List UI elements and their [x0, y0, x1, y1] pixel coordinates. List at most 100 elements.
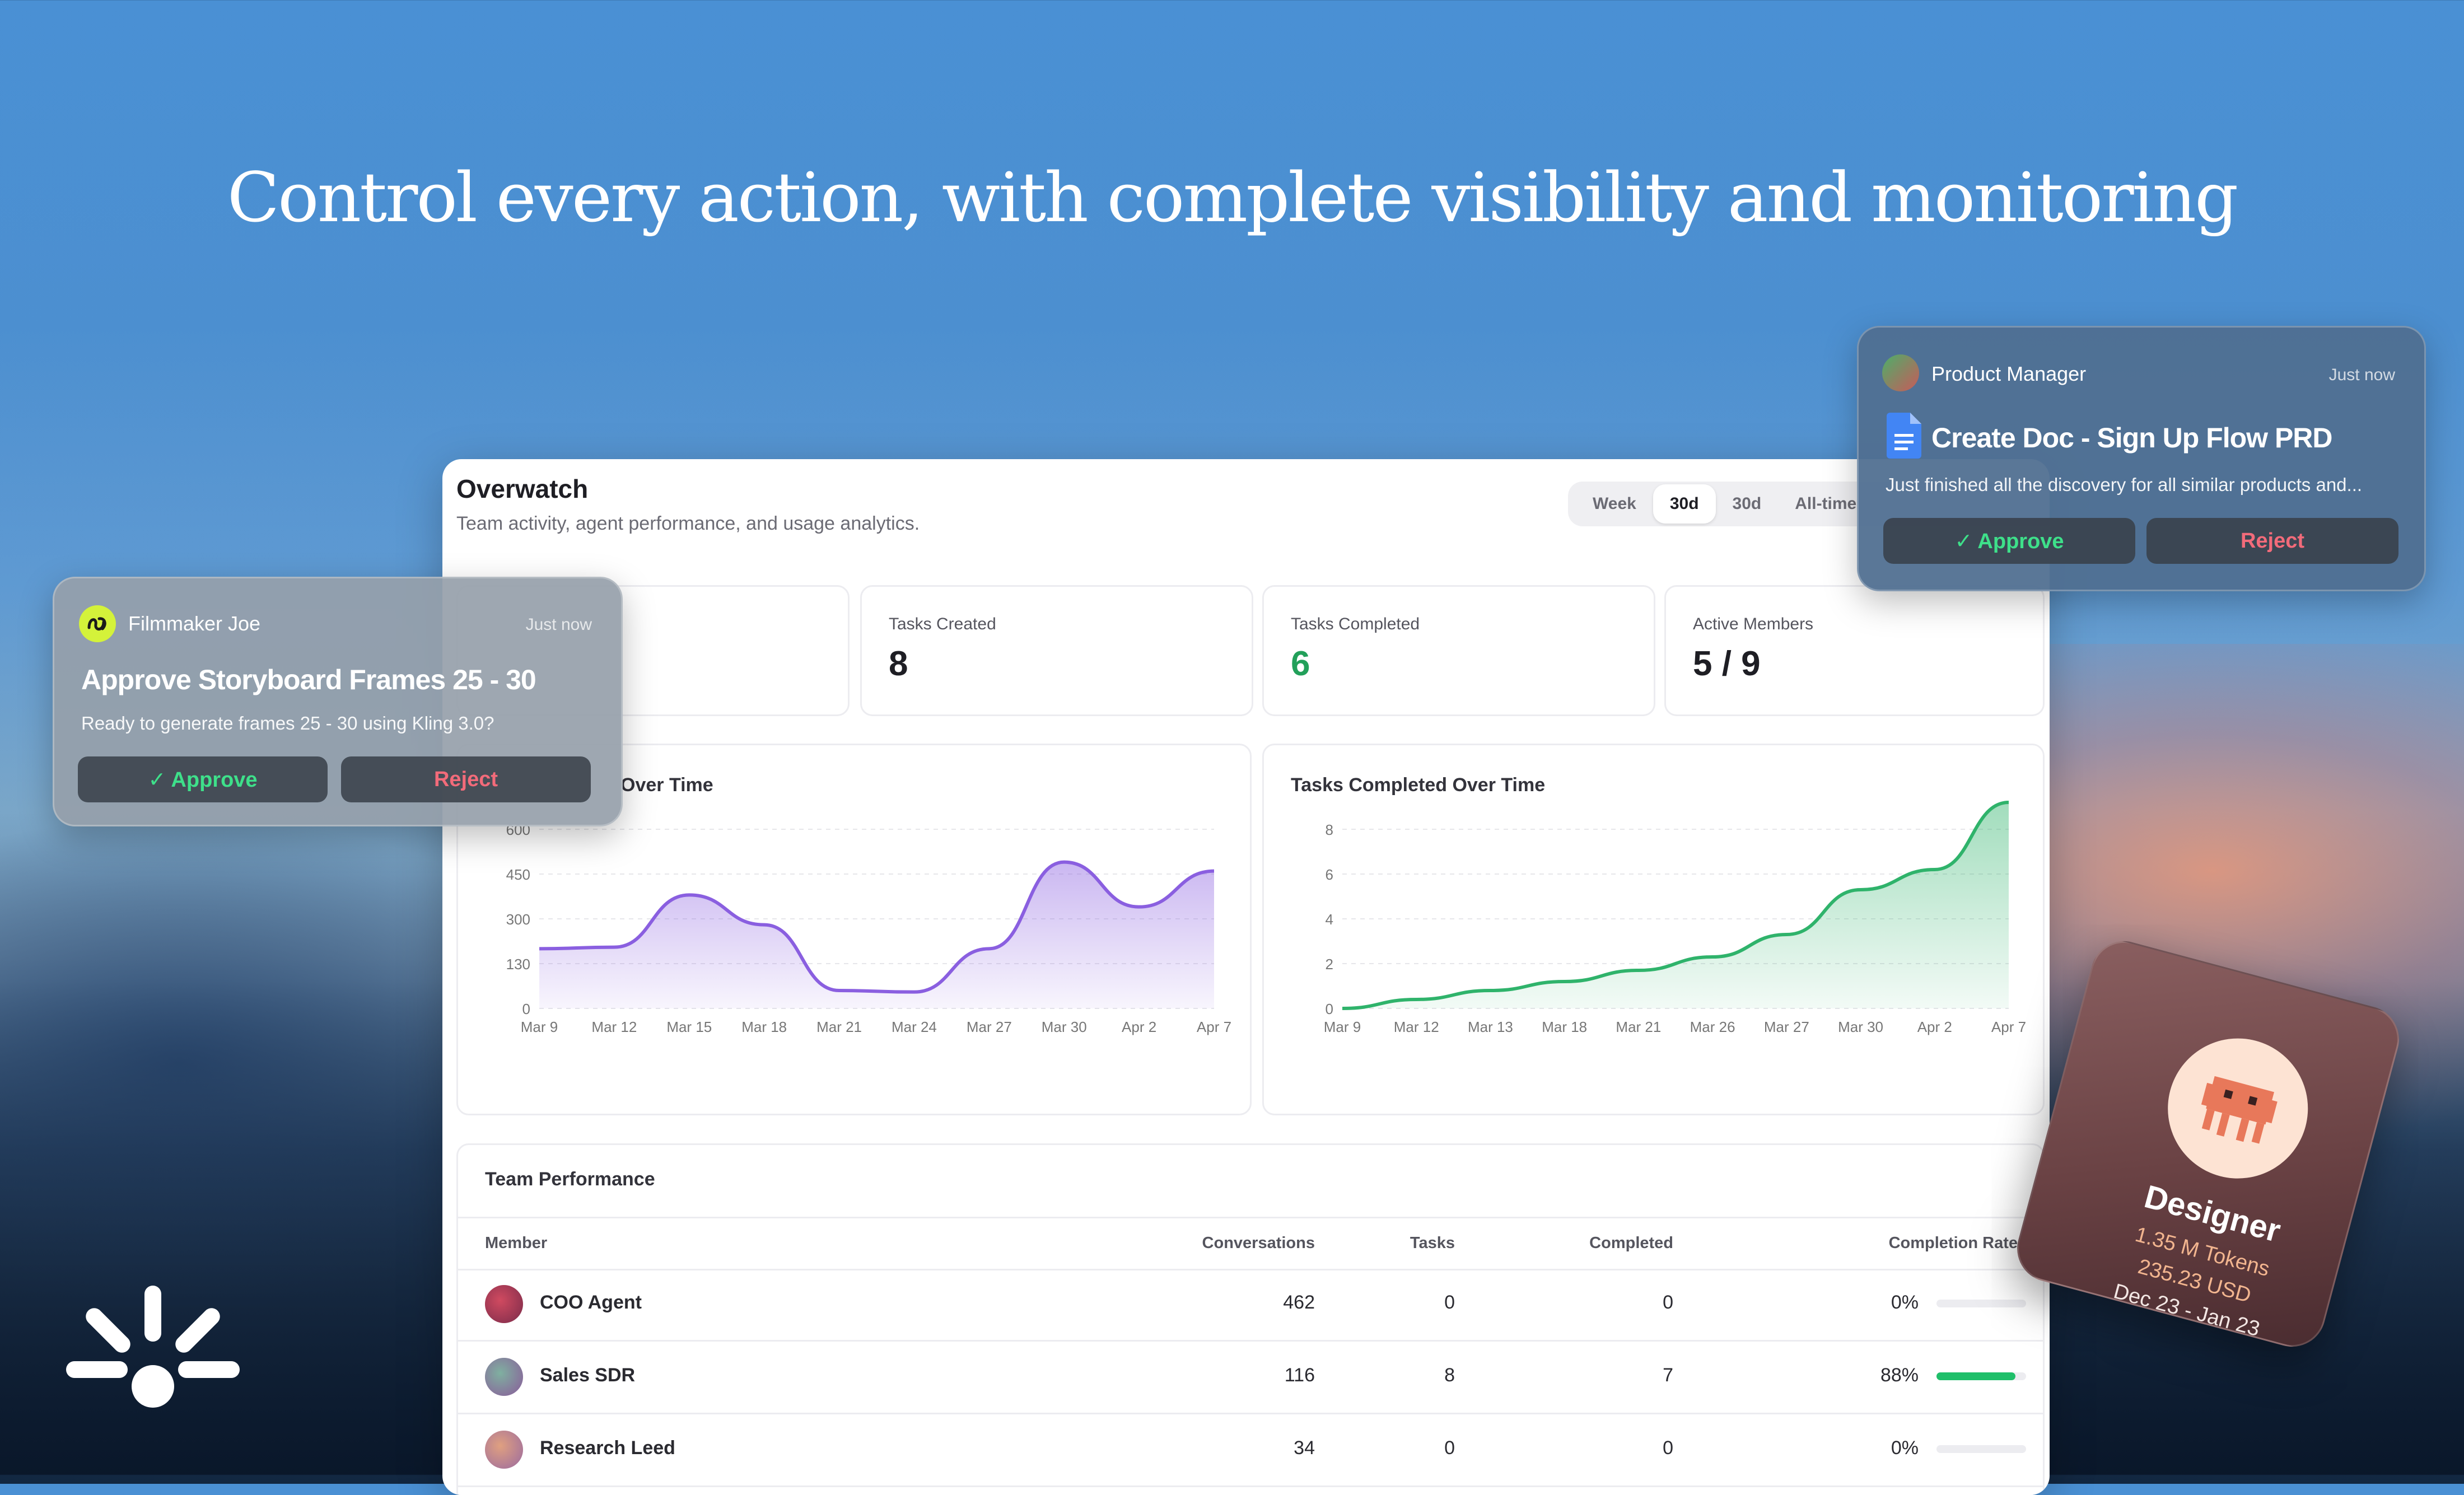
- notification-time: Just now: [2328, 366, 2395, 384]
- conversations-count: 116: [1284, 1365, 1315, 1386]
- series-line: [1342, 801, 2009, 1010]
- avatar: [485, 1285, 523, 1323]
- table-title: Team Performance: [485, 1169, 655, 1190]
- member-name: Sales SDR: [540, 1365, 636, 1386]
- y-tick-label: 450: [506, 866, 530, 883]
- tasks-count: 8: [1444, 1365, 1455, 1386]
- area-fill: [1342, 802, 2009, 1008]
- notification-sender: Filmmaker Joe: [128, 612, 261, 635]
- column-completion-rate[interactable]: Completion Rate: [1888, 1234, 2018, 1252]
- x-tick-label: Mar 26: [1690, 1019, 1735, 1035]
- x-tick-label: Apr 7: [1991, 1019, 2026, 1035]
- x-tick-label: Mar 21: [1616, 1019, 1661, 1035]
- x-tick-label: Mar 18: [1542, 1019, 1587, 1035]
- filmmaker-avatar-icon: [79, 605, 116, 642]
- stat-label: Tasks Created: [889, 615, 996, 633]
- designer-card[interactable]: Designer 1.35 M Tokens 235.23 USD Dec 23…: [2009, 933, 2407, 1354]
- tasks-count: 0: [1444, 1437, 1455, 1459]
- conversations-count: 462: [1283, 1292, 1315, 1313]
- notification-body: Ready to generate frames 25 - 30 using K…: [81, 713, 494, 734]
- completion-bar: [1936, 1445, 2026, 1453]
- stat-label: Active Members: [1693, 615, 1814, 633]
- notification-sender: Product Manager: [1931, 362, 2087, 385]
- completed-count: 7: [1663, 1365, 1673, 1386]
- y-tick-label: 2: [1326, 956, 1333, 973]
- y-tick-label: 4: [1326, 911, 1333, 928]
- approve-button[interactable]: ✓ Approve: [1883, 518, 2135, 564]
- x-tick-label: Apr 7: [1197, 1019, 1231, 1035]
- completion-rate: 88%: [1880, 1365, 1919, 1386]
- completed-count: 0: [1663, 1437, 1673, 1459]
- x-tick-label: Mar 9: [1324, 1019, 1361, 1035]
- x-tick-label: Mar 27: [1764, 1019, 1809, 1035]
- notification-title: Create Doc - Sign Up Flow PRD: [1931, 422, 2333, 454]
- x-tick-label: Mar 18: [741, 1019, 787, 1035]
- x-tick-label: Mar 24: [892, 1019, 937, 1035]
- x-tick-label: Mar 21: [816, 1019, 862, 1035]
- y-tick-label: 6: [1326, 866, 1333, 883]
- column-conversations[interactable]: Conversations: [1202, 1234, 1315, 1252]
- x-tick-label: Mar 30: [1042, 1019, 1087, 1035]
- google-doc-icon: [1887, 413, 1921, 459]
- completion-bar: [1936, 1300, 2026, 1307]
- reject-button[interactable]: Reject: [341, 756, 591, 802]
- tasks-count: 0: [1444, 1292, 1455, 1313]
- x-tick-label: Mar 13: [1468, 1019, 1513, 1035]
- brand-logo-icon: [66, 1286, 240, 1408]
- range-30d[interactable]: 30d: [1653, 484, 1716, 524]
- x-tick-label: Mar 27: [967, 1019, 1012, 1035]
- completed-count: 0: [1663, 1292, 1673, 1313]
- column-member[interactable]: Member: [485, 1234, 548, 1252]
- member-name: COO Agent: [540, 1292, 642, 1313]
- stat-card-active-members: Active Members 5 / 9: [1664, 585, 2045, 716]
- notification-product-manager: Product Manager Just now Create Doc - Si…: [1857, 326, 2426, 591]
- chart-title: Tasks Completed Over Time: [1291, 774, 1546, 796]
- table-row[interactable]: Sales SDR 116 8 7 88%: [458, 1340, 2043, 1414]
- chart-right-svg: 8 6 4 2 0 Mar 9 Mar 12 Mar 13 Mar 18 Mar 21 Mar 26…: [1324, 801, 2026, 1035]
- y-tick-label: 0: [1326, 1001, 1333, 1017]
- stat-value: 6: [1291, 644, 1310, 683]
- designer-avatar: [2152, 1022, 2324, 1194]
- stat-value: 8: [889, 644, 908, 683]
- conversations-count: 34: [1294, 1437, 1315, 1459]
- completion-bar-fill: [1936, 1372, 2015, 1380]
- x-tick-label: Mar 15: [666, 1019, 712, 1035]
- series-line: [539, 860, 1215, 994]
- overwatch-dashboard: Overwatch Team activity, agent performan…: [442, 459, 2050, 1495]
- notification-time: Just now: [525, 615, 592, 634]
- table-row[interactable]: COO Agent 462 0 0 0%: [458, 1267, 2043, 1342]
- x-tick-label: Apr 2: [1122, 1019, 1156, 1035]
- avatar: [485, 1431, 523, 1469]
- approve-button[interactable]: ✓ Approve: [78, 756, 328, 802]
- x-tick-label: Mar 12: [1394, 1019, 1439, 1035]
- page-subtitle: Team activity, agent performance, and us…: [456, 513, 920, 534]
- chart-panel-right: Tasks Completed Over Time 8 6 4 2 0 Mar 9 Mar …: [1262, 744, 2045, 1115]
- column-tasks[interactable]: Tasks: [1410, 1234, 1455, 1252]
- x-tick-label: Mar 12: [591, 1019, 637, 1035]
- x-tick-label: Apr 2: [1917, 1019, 1952, 1035]
- notification-title: Approve Storyboard Frames 25 - 30: [81, 664, 536, 695]
- range-30d-alt[interactable]: 30d: [1732, 494, 1762, 513]
- avatar: [485, 1358, 523, 1396]
- notification-filmmaker: Filmmaker Joe Just now Approve Storyboar…: [53, 577, 623, 826]
- chart-title: Over Time: [620, 774, 713, 796]
- y-tick-label: 8: [1326, 821, 1333, 838]
- reject-button[interactable]: Reject: [2146, 518, 2398, 564]
- column-completed[interactable]: Completed: [1589, 1234, 1673, 1252]
- completion-rate: 0%: [1891, 1292, 1919, 1313]
- range-week[interactable]: Week: [1593, 494, 1636, 513]
- stat-card-tasks-completed: Tasks Completed 6: [1262, 585, 1655, 716]
- y-tick-label: 130: [506, 956, 530, 973]
- stat-card-tasks-created: Tasks Created 8: [860, 585, 1253, 716]
- range-all-time[interactable]: All-time: [1795, 494, 1857, 513]
- stat-value: 5 / 9: [1693, 644, 1761, 683]
- x-tick-label: Mar 30: [1838, 1019, 1883, 1035]
- crab-icon: [2201, 1076, 2278, 1144]
- member-name: Research Leed: [540, 1437, 675, 1459]
- team-performance-table: Team Performance Member Conversations Ta…: [456, 1143, 2045, 1495]
- page-title: Overwatch: [456, 474, 589, 503]
- headline: Control every action, with complete visi…: [227, 158, 2238, 237]
- stat-label: Tasks Completed: [1291, 615, 1420, 633]
- notification-body: Just finished all the discovery for all …: [1886, 474, 2363, 495]
- table-row[interactable]: Research Leed 34 0 0 0%: [458, 1413, 2043, 1487]
